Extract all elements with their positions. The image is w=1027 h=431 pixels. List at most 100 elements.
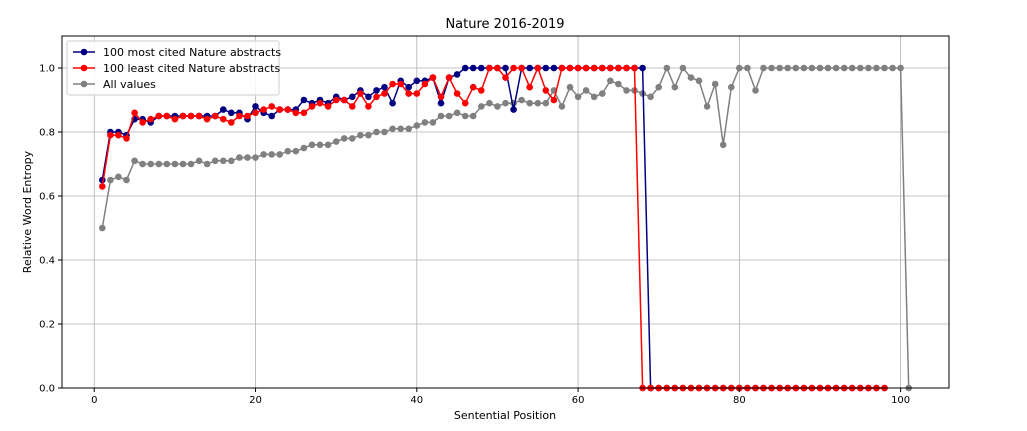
data-point (615, 64, 622, 72)
data-point (768, 64, 775, 72)
data-point (461, 112, 469, 120)
legend-swatch-marker (80, 48, 88, 56)
data-point (220, 157, 227, 165)
x-tick-label: 40 (410, 395, 423, 406)
data-point (582, 64, 590, 72)
data-point (316, 141, 324, 149)
legend-swatch-marker (80, 80, 88, 88)
data-point (228, 109, 235, 117)
data-point (244, 112, 251, 120)
data-point (381, 128, 388, 136)
data-point (889, 64, 896, 72)
data-point (728, 83, 735, 91)
data-point (139, 160, 146, 168)
data-point (542, 64, 550, 72)
data-point (397, 125, 405, 133)
data-point (857, 64, 864, 72)
data-point (115, 131, 122, 139)
legend-item: 100 most cited Nature abstracts (73, 46, 281, 59)
data-point (663, 64, 671, 72)
data-point (736, 64, 743, 72)
data-point (276, 151, 284, 158)
data-point (687, 74, 695, 81)
data-point (357, 90, 364, 97)
data-point (590, 64, 598, 72)
data-point (139, 119, 146, 126)
data-point (566, 64, 574, 72)
data-point (421, 80, 429, 88)
data-point (897, 64, 904, 72)
data-point (260, 106, 267, 113)
data-point (373, 93, 380, 101)
legend-swatch-marker (80, 64, 88, 72)
data-point (502, 74, 509, 81)
data-point (607, 77, 614, 85)
x-tick-label: 100 (891, 395, 910, 406)
data-point (574, 93, 582, 101)
data-point (228, 119, 235, 126)
data-point (405, 90, 413, 97)
data-point (340, 135, 348, 142)
series-2 (99, 64, 888, 392)
data-point (518, 96, 525, 104)
y-tick-label: 0.6 (39, 192, 55, 203)
data-point (276, 106, 284, 113)
data-point (840, 64, 848, 72)
data-point (349, 135, 356, 142)
data-point (599, 64, 606, 72)
data-point (236, 112, 243, 120)
data-point (123, 135, 130, 142)
data-point (147, 160, 154, 168)
data-point (252, 103, 259, 110)
data-point (526, 64, 533, 72)
data-point (413, 77, 421, 85)
data-point (228, 157, 235, 165)
data-point (582, 87, 590, 94)
data-point (373, 128, 380, 136)
data-point (131, 109, 138, 117)
data-point (445, 112, 453, 120)
data-point (252, 154, 259, 161)
data-point (155, 160, 163, 168)
data-point (292, 109, 300, 117)
legend-label: 100 least cited Nature abstracts (103, 62, 280, 75)
data-point (550, 64, 558, 72)
data-point (784, 64, 791, 72)
data-point (478, 64, 485, 72)
x-tick-label: 80 (733, 395, 746, 406)
data-point (389, 80, 396, 88)
data-point (453, 71, 461, 78)
data-point (284, 147, 292, 155)
data-point (526, 99, 533, 107)
data-point (631, 64, 638, 72)
data-point (349, 103, 356, 110)
data-point (711, 80, 719, 88)
data-point (558, 103, 566, 110)
data-point (534, 64, 542, 72)
data-point (373, 87, 380, 94)
legend-item: 100 least cited Nature abstracts (73, 62, 280, 75)
data-point (639, 64, 646, 72)
data-point (308, 103, 316, 110)
data-point (397, 80, 405, 88)
legend-box (66, 40, 280, 96)
data-point (566, 83, 574, 91)
data-point (203, 115, 211, 123)
data-point (461, 64, 469, 72)
data-point (171, 160, 179, 168)
data-point (599, 90, 606, 97)
data-point (316, 99, 324, 107)
y-tick-label: 0.8 (39, 128, 55, 139)
legend-label: All values (103, 78, 156, 91)
data-point (437, 93, 445, 101)
data-point (824, 64, 832, 72)
data-point (155, 112, 163, 120)
data-point (211, 112, 219, 120)
data-point (187, 160, 195, 168)
data-point (187, 112, 195, 120)
data-point (453, 109, 461, 117)
data-point (123, 176, 130, 184)
data-point (324, 141, 332, 149)
data-point (284, 106, 292, 113)
